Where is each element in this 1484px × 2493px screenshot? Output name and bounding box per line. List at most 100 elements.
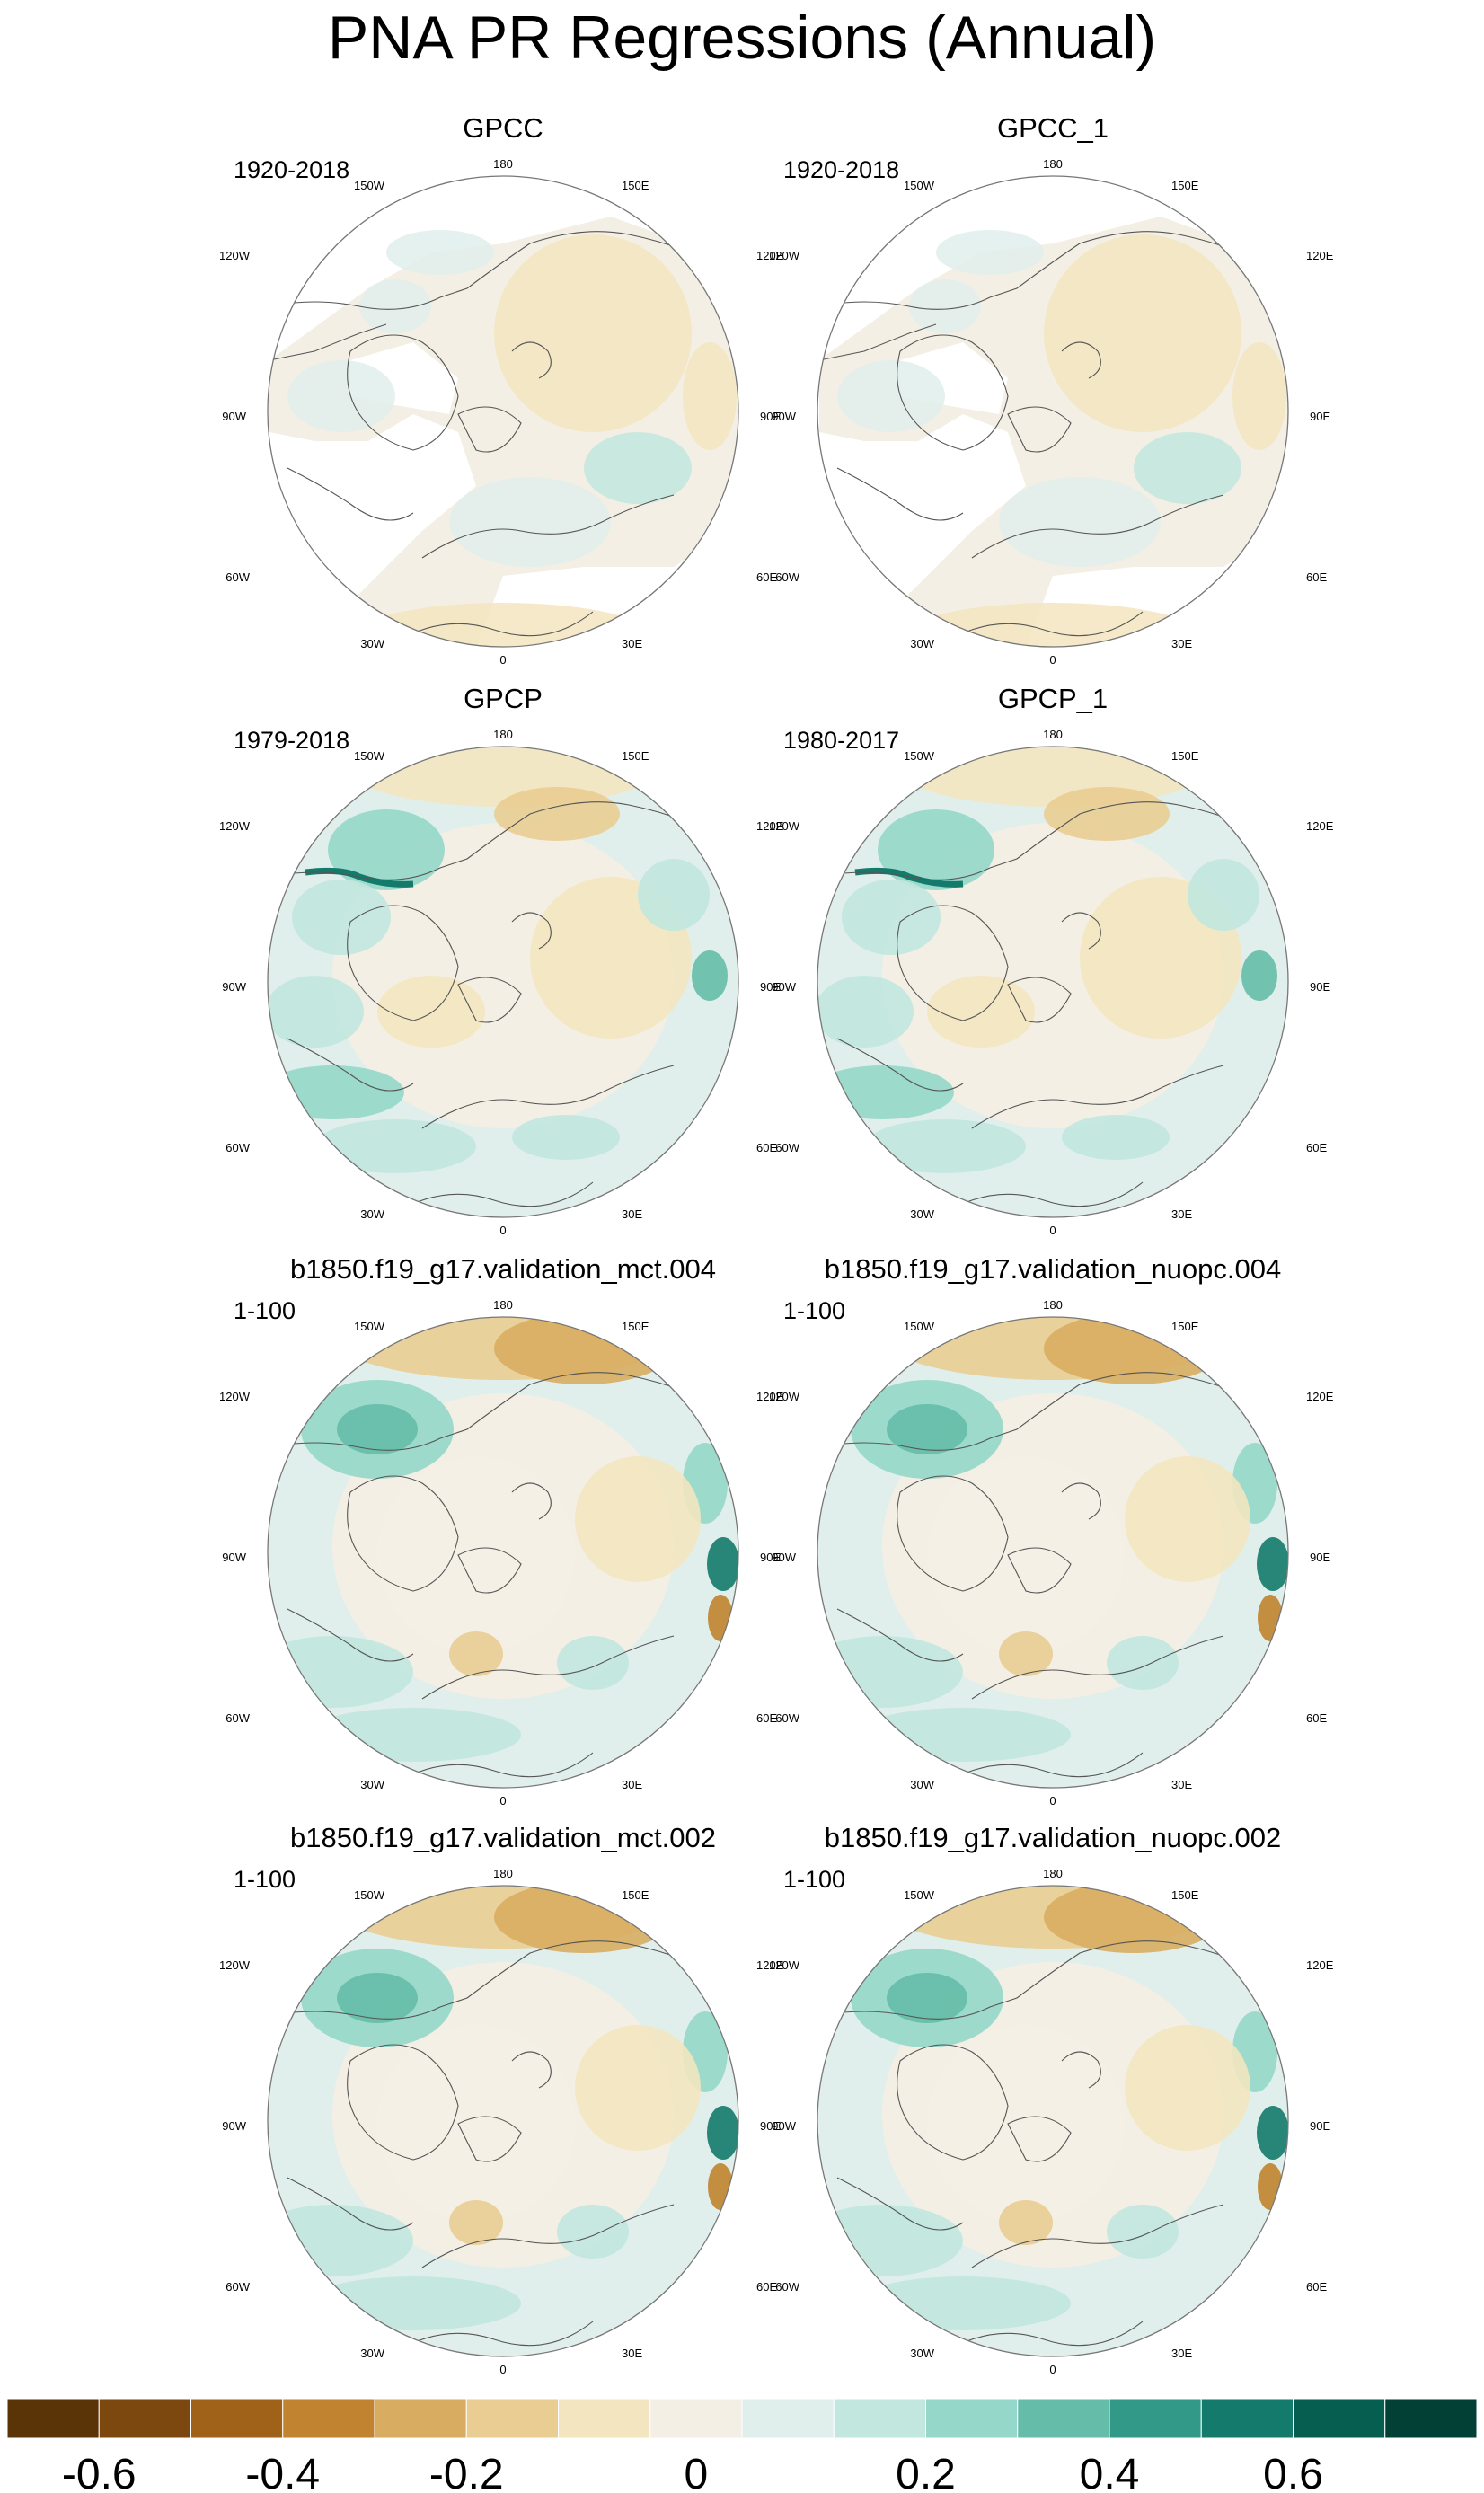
panel-period: 1-100 — [234, 1297, 296, 1324]
colorbar-swatch — [465, 2399, 559, 2439]
lon-label-30E: 30E — [1171, 1207, 1192, 1221]
lon-label-30W: 30W — [910, 2347, 934, 2360]
lon-label-120W: 120W — [219, 1958, 251, 1972]
colorbar-swatch — [374, 2399, 467, 2439]
lon-label-90E: 90E — [1310, 1551, 1330, 1564]
lon-label-90W: 90W — [772, 2119, 796, 2133]
lon-label-180: 180 — [493, 1867, 513, 1880]
lon-label-0: 0 — [499, 2363, 506, 2376]
globe-outline — [817, 746, 1289, 1218]
panel-period: 1920-2018 — [234, 156, 350, 183]
colorbar-tick-label: -0.2 — [429, 2451, 504, 2493]
lon-label-120E: 120E — [1306, 1958, 1334, 1972]
lon-label-60E: 60E — [756, 570, 777, 584]
lon-label-120E: 120E — [756, 1958, 784, 1972]
lon-label-60W: 60W — [225, 2280, 250, 2294]
lon-label-60W: 60W — [775, 1711, 799, 1725]
lon-label-120W: 120W — [219, 819, 251, 833]
lon-label-90E: 90E — [760, 410, 781, 423]
panel-period: 1920-2018 — [783, 156, 900, 183]
polar-map: 180 0 150W 120W 90W 60W 30W 150E 120E 90E 60E 30E — [769, 1298, 1334, 1808]
lon-label-90W: 90W — [222, 410, 246, 423]
panel-period: 1-100 — [234, 1866, 296, 1893]
precip-field — [817, 1317, 1288, 1762]
panel-period: 1979-2018 — [234, 727, 350, 754]
map-panel: b1850.f19_g17.validation_nuopc.004 180 0 15… — [756, 1253, 1349, 1819]
map-panel: GPCP_1 180 0 150W 120W 90W 60W 30W 150E 120E 90E 60… — [756, 683, 1349, 1249]
lon-label-60W: 60W — [775, 1141, 799, 1154]
lon-label-30W: 30W — [910, 1207, 934, 1221]
panel-period: 1-100 — [783, 1866, 846, 1893]
precip-field — [817, 747, 1277, 1173]
lon-label-180: 180 — [1043, 157, 1063, 171]
lon-label-30W: 30W — [360, 2347, 384, 2360]
panel-title: GPCP — [464, 683, 543, 714]
figure-title: PNA PR Regressions (Annual) — [327, 4, 1157, 72]
panel-title: b1850.f19_g17.validation_nuopc.004 — [824, 1253, 1282, 1285]
colorbar-swatch — [190, 2399, 284, 2439]
colorbar-tick-label: 0.6 — [1263, 2451, 1323, 2493]
lon-label-60E: 60E — [756, 1711, 777, 1725]
lon-label-180: 180 — [493, 157, 513, 171]
lon-label-180: 180 — [493, 1298, 513, 1312]
lon-label-150W: 150W — [904, 1888, 935, 1902]
lon-label-90E: 90E — [1310, 980, 1330, 994]
lon-label-30E: 30E — [1171, 2347, 1192, 2360]
polar-map: 180 0 150W 120W 90W 60W 30W 150E 120E 90E 60E 30E — [769, 728, 1334, 1237]
lon-label-30E: 30E — [622, 1778, 642, 1791]
lon-label-150E: 150E — [622, 1320, 649, 1333]
globe-outline — [817, 175, 1289, 648]
lon-label-120W: 120W — [769, 1958, 800, 1972]
coastlines — [269, 1372, 711, 1788]
colorbar-tick-label: 0 — [685, 2451, 709, 2493]
polar-map: 180 0 150W 120W 90W 60W 30W 150E 120E 90E 60E 30E — [219, 728, 784, 1237]
lon-label-60E: 60E — [756, 2280, 777, 2294]
lon-label-90E: 90E — [760, 2119, 781, 2133]
polar-map: 180 0 150W 120W 90W 60W 30W 150E 120E 90E 60E 30E — [769, 1867, 1334, 2376]
panel-period: 1980-2017 — [783, 727, 900, 754]
map-panel: GPCC_1 180 0 150W 120W 90W 60W 30W 150E 120E 90E 60… — [756, 112, 1349, 678]
lon-label-30E: 30E — [622, 1207, 642, 1221]
lon-label-30E: 30E — [622, 637, 642, 650]
lon-label-180: 180 — [493, 728, 513, 741]
lon-label-150W: 150W — [354, 179, 385, 192]
globe-outline — [267, 746, 739, 1218]
lon-label-30W: 30W — [360, 1207, 384, 1221]
lon-label-30E: 30E — [1171, 1778, 1192, 1791]
panel-title: b1850.f19_g17.validation_nuopc.002 — [824, 1822, 1282, 1853]
lon-label-120W: 120W — [769, 1390, 800, 1403]
lon-label-0: 0 — [499, 653, 506, 667]
globe-outline — [817, 1885, 1289, 2357]
panel-title: GPCP_1 — [997, 683, 1109, 714]
panel-title: b1850.f19_g17.validation_mct.002 — [290, 1822, 716, 1853]
colorbar-swatch — [7, 2399, 100, 2439]
lon-label-120W: 120W — [219, 249, 251, 262]
lon-label-150E: 150E — [622, 749, 649, 763]
lon-label-60E: 60E — [1306, 1711, 1327, 1725]
lon-label-0: 0 — [499, 1224, 506, 1237]
map-panel: b1850.f19_g17.validation_mct.002 180 0 150W… — [207, 1822, 799, 2388]
colorbar-swatch — [649, 2399, 743, 2439]
colorbar-swatch — [741, 2399, 835, 2439]
coastlines — [818, 231, 1260, 647]
colorbar-swatch — [1384, 2399, 1477, 2439]
lon-label-120W: 120W — [769, 819, 800, 833]
lon-label-30W: 30W — [360, 1778, 384, 1791]
lon-label-90W: 90W — [222, 980, 246, 994]
lon-label-120E: 120E — [756, 1390, 784, 1403]
lon-label-0: 0 — [499, 1794, 506, 1808]
lon-label-30E: 30E — [1171, 637, 1192, 650]
map-panel: b1850.f19_g17.validation_nuopc.002 180 0 15… — [756, 1822, 1349, 2388]
lon-label-60E: 60E — [1306, 570, 1327, 584]
polar-map: 180 0 150W 120W 90W 60W 30W 150E 120E 90E 60E 30E — [219, 1298, 784, 1808]
polar-map: 180 0 150W 120W 90W 60W 30W 150E 120E 90E 60E 30E — [769, 157, 1334, 667]
lon-label-0: 0 — [1049, 2363, 1056, 2376]
lon-label-30W: 30W — [910, 1778, 934, 1791]
colorbar-swatch — [1017, 2399, 1110, 2439]
lon-label-90E: 90E — [760, 1551, 781, 1564]
colorbar-swatch — [98, 2399, 191, 2439]
precip-field — [268, 1317, 738, 1762]
lon-label-150E: 150E — [1171, 179, 1199, 192]
lon-label-150W: 150W — [904, 749, 935, 763]
map-panel: GPCP 180 0 150W 120W 90W 60W 30W 150E 120E 90E 60E 3… — [207, 683, 799, 1249]
